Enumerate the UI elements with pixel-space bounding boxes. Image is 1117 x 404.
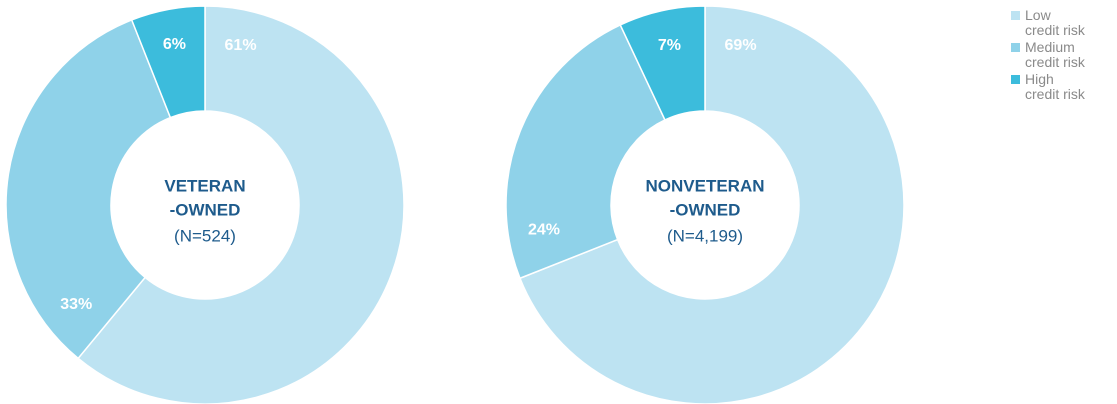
center-title: -OWNED <box>670 200 741 219</box>
slice-label: 69% <box>725 37 757 54</box>
donut-hole <box>611 111 799 299</box>
legend-swatch <box>1011 11 1020 20</box>
slice-label: 33% <box>60 296 92 313</box>
legend-swatch <box>1011 43 1020 52</box>
legend-label: Low credit risk <box>1025 7 1085 38</box>
center-title: VETERAN <box>164 176 245 195</box>
center-subtitle: (N=4,199) <box>667 226 743 245</box>
legend-item: Low credit risk <box>1011 8 1085 38</box>
slice-label: 24% <box>528 222 560 239</box>
donut-hole <box>111 111 299 299</box>
slice-label: 7% <box>658 37 681 54</box>
legend-item: Medium credit risk <box>1011 40 1085 70</box>
charts: 61% 33% 6% VETERAN -OWNED (N=524) 69% 24% 7% NONV… <box>5 5 905 404</box>
center-title: -OWNED <box>170 200 241 219</box>
slice-label: 61% <box>225 37 257 54</box>
legend-label: High credit risk <box>1025 71 1085 102</box>
legend-swatch <box>1011 75 1020 84</box>
legend-item: High credit risk <box>1011 72 1085 102</box>
center-title: NONVETERAN <box>645 176 764 195</box>
legend-label: Medium credit risk <box>1025 39 1085 70</box>
legend: Low credit risk Medium credit risk High cr… <box>1011 8 1085 104</box>
donut-slice <box>130 5 206 119</box>
center-subtitle: (N=524) <box>174 226 236 245</box>
slice-label: 6% <box>163 36 186 53</box>
